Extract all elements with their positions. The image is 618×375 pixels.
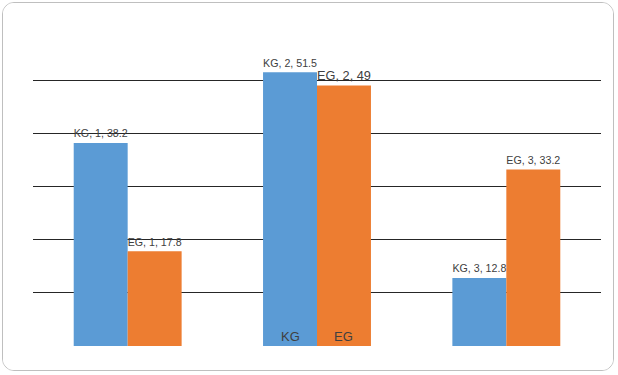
svg-text:EG, 2, 49: EG, 2, 49 (317, 68, 371, 83)
svg-text:EG: EG (334, 329, 353, 344)
svg-text:KG: KG (281, 329, 300, 344)
svg-text:KG, 3, 12.8: KG, 3, 12.8 (452, 262, 506, 274)
svg-text:EG, 3, 33.2: EG, 3, 33.2 (506, 154, 560, 166)
svg-text:KG, 2, 51.5: KG, 2, 51.5 (263, 57, 317, 69)
svg-text:KG, 1, 38.2: KG, 1, 38.2 (74, 127, 128, 139)
svg-text:EG, 1, 17.8: EG, 1, 17.8 (128, 236, 182, 248)
